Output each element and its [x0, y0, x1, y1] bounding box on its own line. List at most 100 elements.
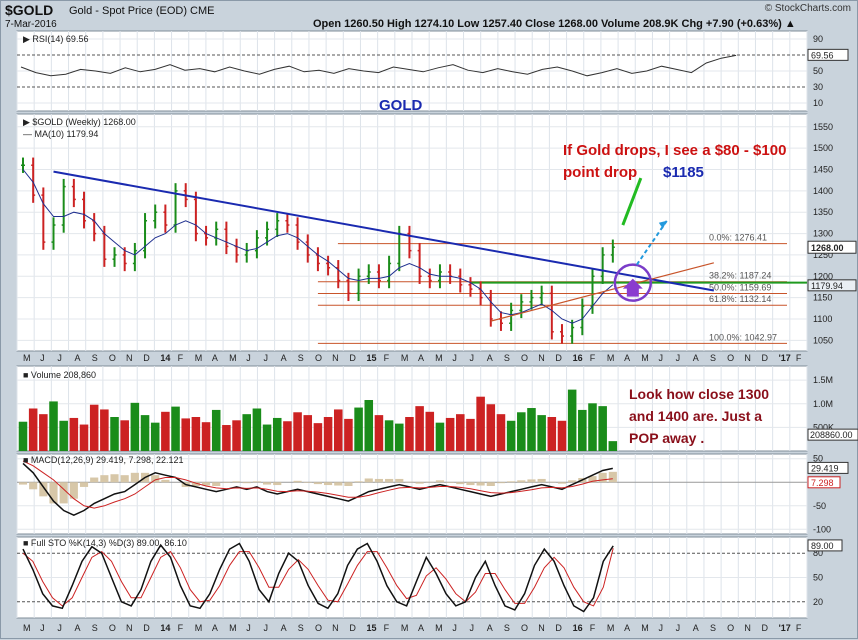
bottom-axis-tick-label: J	[263, 623, 268, 633]
axis-tick-label: M	[23, 353, 31, 363]
volume-bar	[609, 441, 618, 451]
volume-current-value: 208860.00	[810, 430, 853, 440]
macd-histogram-bar	[416, 482, 424, 483]
axis-tick-label: J	[57, 353, 62, 363]
macd-histogram-bar	[243, 482, 251, 483]
macd-histogram-bar	[151, 475, 159, 482]
volume-bar	[487, 404, 496, 451]
macd-histogram-bar	[161, 480, 169, 482]
fib-label: 100.0%: 1042.97	[709, 332, 777, 342]
volume-bar	[212, 410, 221, 451]
macd-title: ■ MACD(12,26,9) 29.419, 7.298, 22.121	[23, 455, 184, 465]
bottom-axis-tick-label: J	[470, 623, 475, 633]
bottom-axis-tick-label: M	[641, 623, 649, 633]
axis-tick-label: A	[624, 353, 630, 363]
bottom-axis-tick-label: F	[178, 623, 184, 633]
ma-current-value: 1179.94	[811, 281, 843, 291]
axis-tick-label: D	[761, 353, 768, 363]
volume-bar	[80, 425, 89, 451]
price-tick-label: 1550	[813, 122, 833, 132]
macd-histogram-bar	[90, 478, 98, 483]
bottom-axis-tick-label: D	[761, 623, 768, 633]
bottom-axis-tick-label: M	[435, 623, 443, 633]
bottom-axis-tick-label: J	[40, 623, 45, 633]
axis-tick-label: O	[109, 353, 116, 363]
volume-bar	[232, 420, 241, 451]
annotation-pop-line2: and 1400 are. Just a	[629, 408, 762, 424]
macd-histogram-bar	[121, 475, 129, 482]
macd-histogram-bar	[212, 482, 220, 486]
ma-legend: — MA(10) 1179.94	[23, 129, 98, 139]
price-title: ▶ $GOLD (Weekly) 1268.00	[23, 117, 136, 127]
axis-tick-label: O	[521, 353, 528, 363]
annotation-pop-line3: POP away .	[629, 430, 704, 446]
price-current-value: 1268.00	[811, 243, 844, 253]
axis-tick-label: A	[281, 353, 287, 363]
axis-tick-label: S	[298, 353, 304, 363]
volume-bar	[70, 418, 79, 451]
volume-bar	[293, 412, 302, 451]
macd-histogram-bar	[60, 482, 68, 503]
rsi-tick-label: 10	[813, 98, 823, 108]
macd-histogram-bar	[273, 482, 281, 485]
bottom-axis-tick-label: J	[658, 623, 663, 633]
bottom-axis-tick-label: O	[315, 623, 322, 633]
volume-bar	[110, 417, 119, 451]
volume-bar	[90, 405, 99, 451]
volume-tick-label: 1.5M	[813, 375, 833, 385]
volume-bar	[303, 415, 312, 451]
volume-bar	[344, 419, 353, 451]
bottom-axis-tick-label: A	[418, 623, 424, 633]
bottom-axis-tick-label: 15	[366, 623, 376, 633]
axis-tick-label: S	[504, 353, 510, 363]
volume-bar	[497, 414, 506, 451]
volume-bar	[141, 415, 150, 451]
macd-histogram-bar	[314, 482, 322, 484]
macd-histogram-bar	[344, 482, 352, 486]
volume-bar	[242, 414, 251, 451]
fib-label: 0.0%: 1276.41	[709, 233, 767, 243]
axis-tick-label: M	[641, 353, 649, 363]
macd-histogram-bar	[487, 482, 495, 486]
axis-tick-label: O	[315, 353, 322, 363]
bottom-axis-tick-label: S	[298, 623, 304, 633]
volume-bar	[263, 425, 272, 451]
macd-histogram-bar	[253, 481, 261, 482]
rsi-tick-label: 90	[813, 34, 823, 44]
axis-tick-label: S	[710, 353, 716, 363]
volume-bar	[375, 415, 384, 451]
annotation-pop-line1: Look how close 1300	[629, 386, 769, 402]
volume-bar	[334, 409, 343, 451]
macd-histogram-bar	[456, 482, 464, 484]
bottom-axis-tick-label: A	[75, 623, 81, 633]
volume-bar	[415, 406, 424, 451]
price-tick-label: 1500	[813, 143, 833, 153]
volume-bar	[517, 412, 526, 451]
price-tick-label: 1100	[813, 314, 832, 324]
macd-histogram-bar	[294, 481, 302, 482]
macd-histogram-bar	[131, 473, 139, 482]
axis-tick-label: '17	[779, 353, 791, 363]
bottom-axis-tick-label: M	[195, 623, 203, 633]
macd-current-value: 29.419	[811, 463, 839, 473]
axis-tick-label: 16	[573, 353, 583, 363]
axis-tick-label: S	[92, 353, 98, 363]
volume-bar	[273, 418, 282, 451]
annotation-drop-line1: If Gold drops, I see a $80 - $100	[563, 142, 786, 159]
axis-tick-label: J	[470, 353, 475, 363]
volume-bar	[151, 423, 160, 451]
bottom-axis-tick-label: A	[212, 623, 218, 633]
macd-histogram-bar	[375, 479, 383, 482]
bottom-axis-tick-label: D	[143, 623, 150, 633]
macd-histogram-bar	[232, 481, 240, 482]
bottom-axis-tick-label: 16	[573, 623, 583, 633]
bottom-axis-tick-label: J	[246, 623, 251, 633]
bottom-axis-tick-label: M	[401, 623, 409, 633]
macd-histogram-bar	[568, 480, 576, 482]
volume-bar	[253, 409, 262, 452]
bottom-axis-tick-label: F	[590, 623, 596, 633]
axis-tick-label: D	[143, 353, 150, 363]
volume-bar	[405, 417, 414, 451]
bottom-axis-tick-label: S	[92, 623, 98, 633]
volume-bar	[49, 401, 58, 451]
